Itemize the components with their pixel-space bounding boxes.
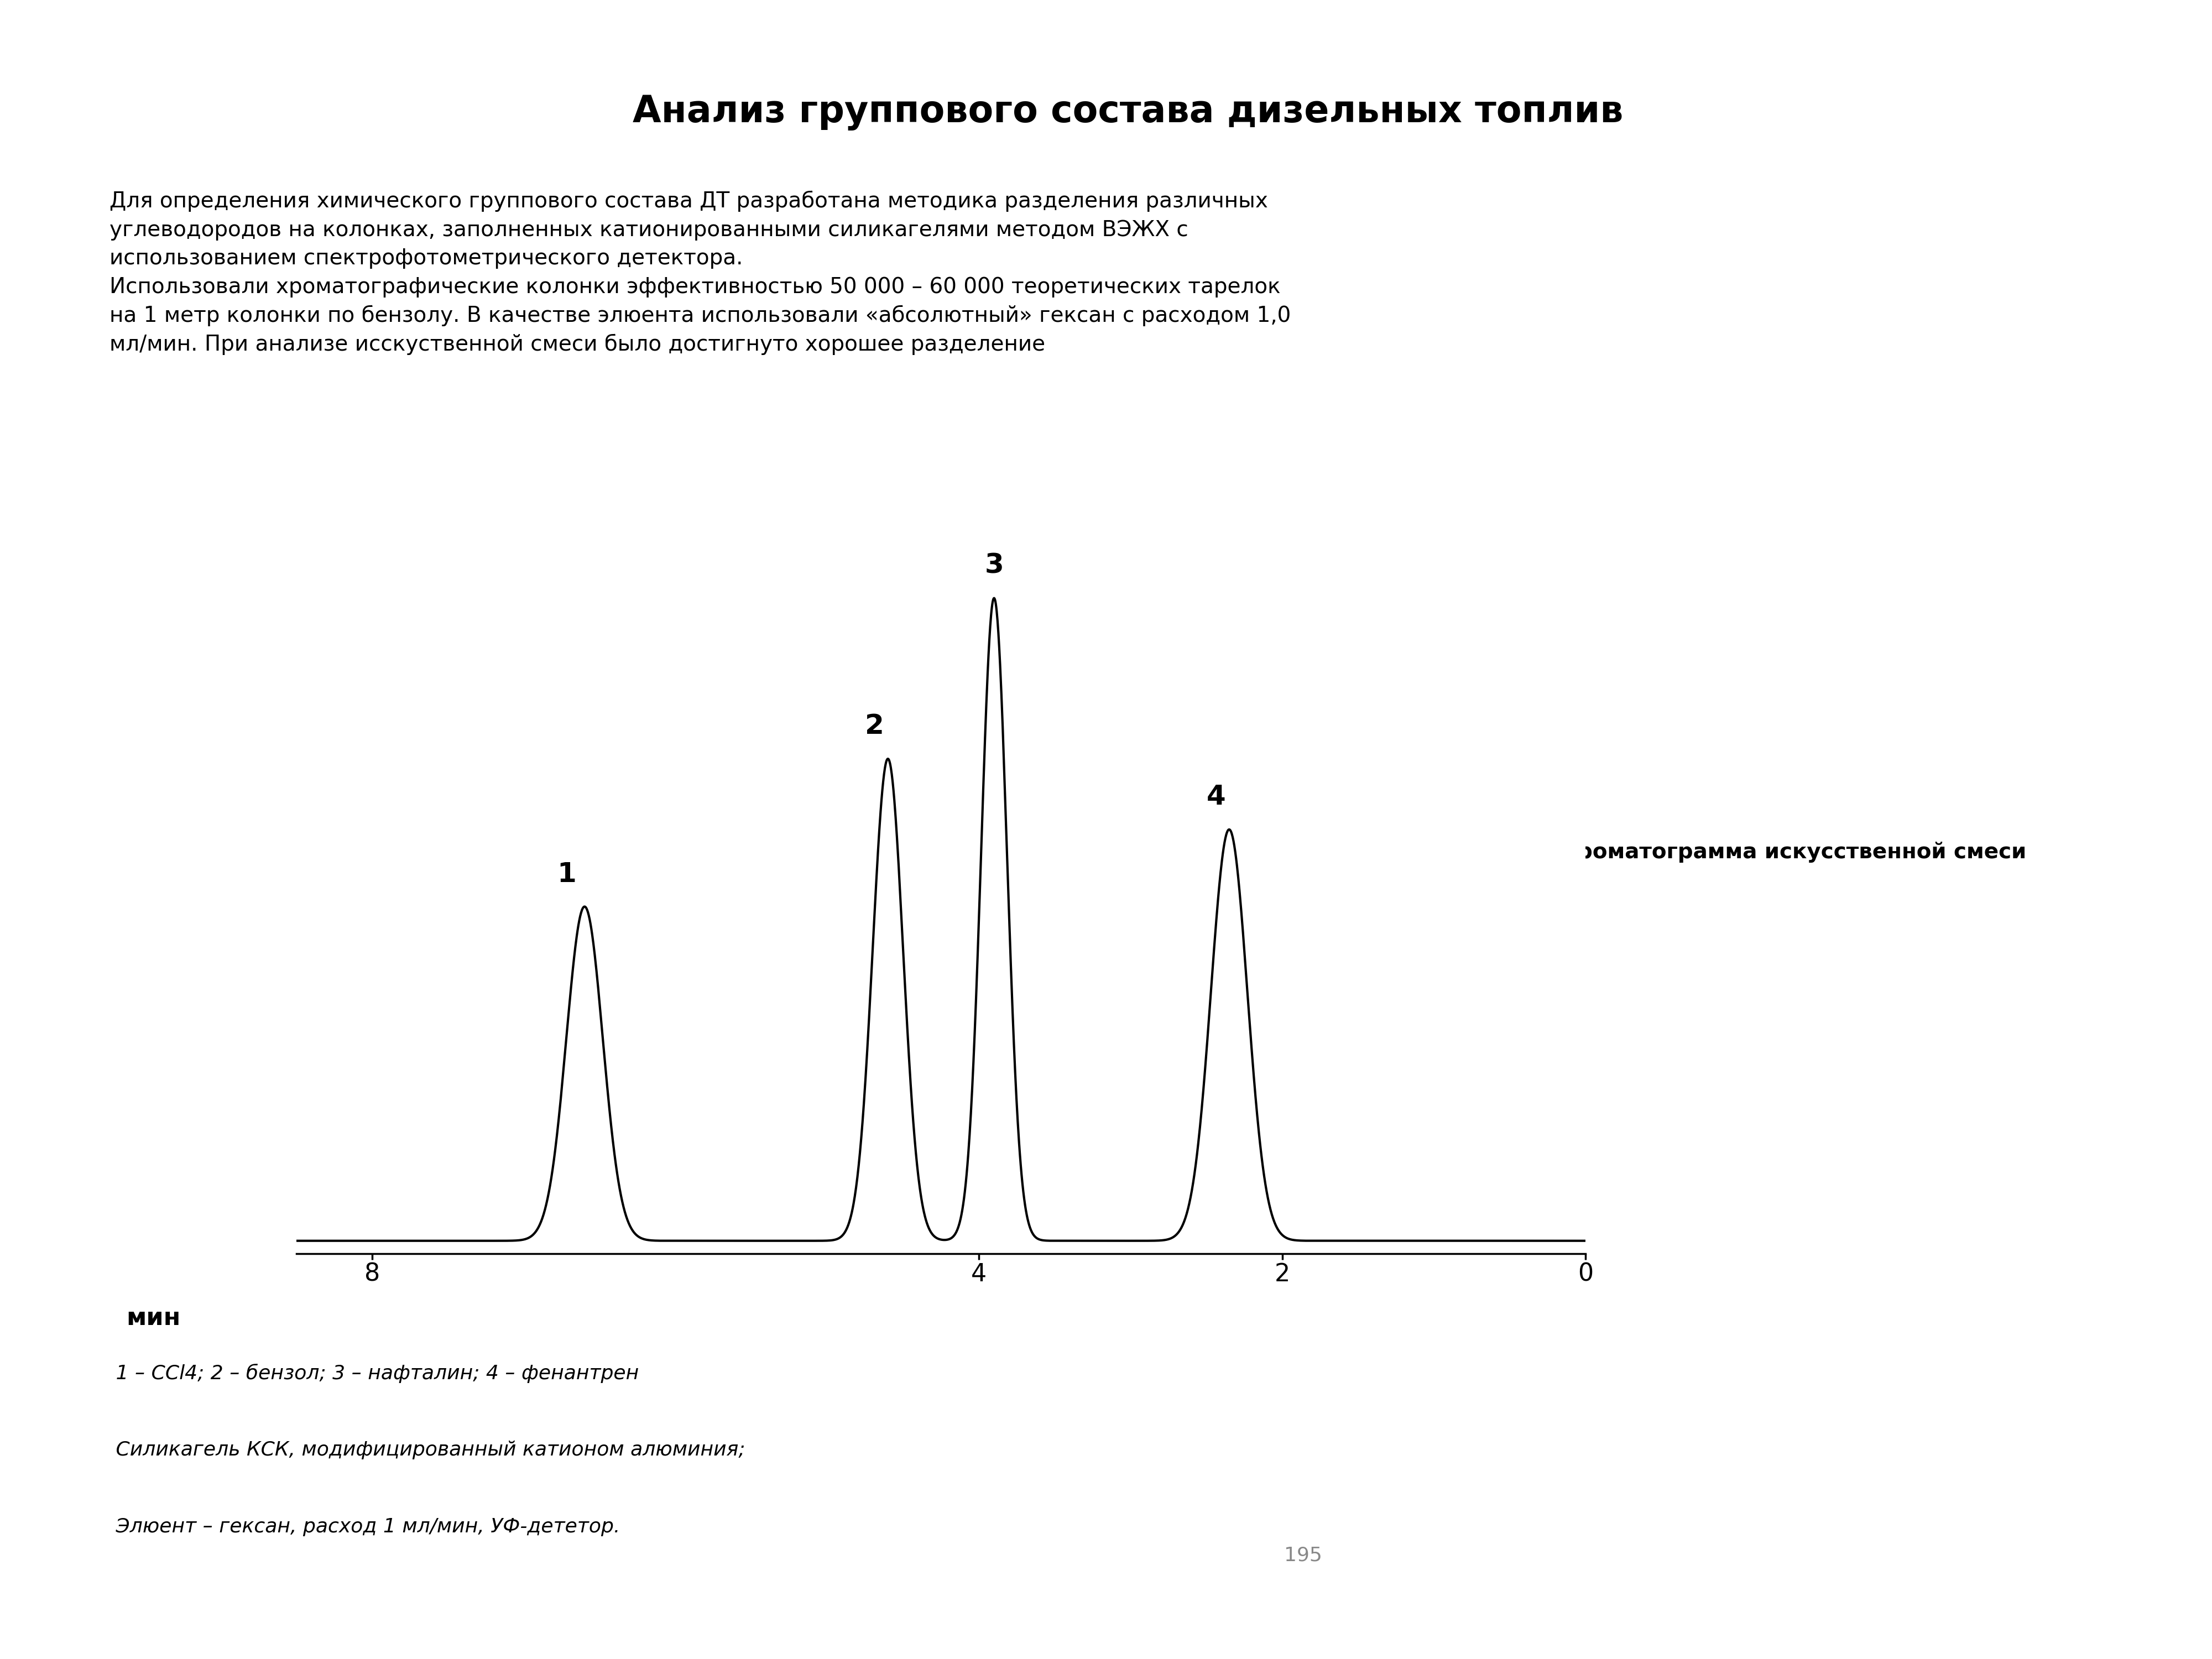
Text: Элюент – гексан, расход 1 мл/мин, УФ-дететор.: Элюент – гексан, расход 1 мл/мин, УФ-дет… [108, 1518, 619, 1536]
Text: 1 – CCl4; 2 – бензол; 3 – нафталин; 4 – фенантрен: 1 – CCl4; 2 – бензол; 3 – нафталин; 4 – … [108, 1364, 639, 1384]
Text: Для определения химического группового состава ДТ разработана методика разделени: Для определения химического группового с… [108, 191, 1290, 355]
Text: Хроматограмма искусственной смеси: Хроматограмма искусственной смеси [1562, 841, 2026, 863]
Text: Анализ группового состава дизельных топлив: Анализ группового состава дизельных топл… [633, 95, 1624, 131]
Text: Силикагель КСК, модифицированный катионом алюминия;: Силикагель КСК, модифицированный катионо… [108, 1440, 745, 1460]
Text: 195: 195 [1283, 1546, 1323, 1564]
